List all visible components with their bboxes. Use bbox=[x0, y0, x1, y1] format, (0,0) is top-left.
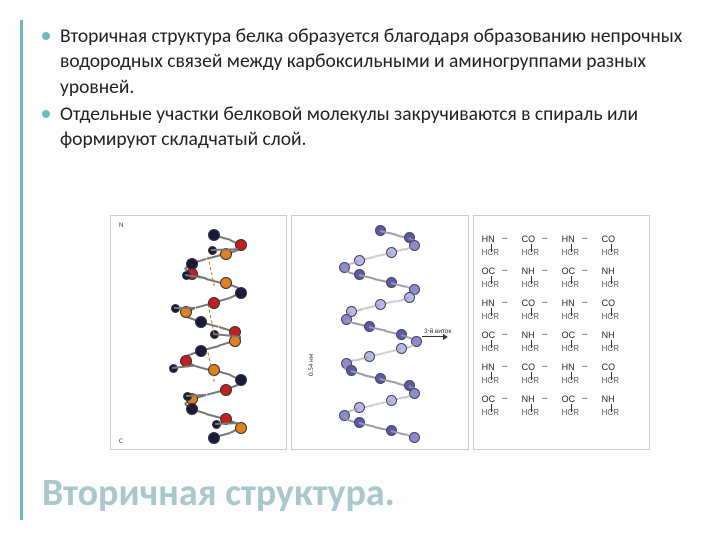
slide: Вторичная структура белка образуется бла… bbox=[0, 0, 720, 540]
bullet-item: Вторичная структура белка образуется бла… bbox=[42, 24, 690, 100]
slide-title: Вторичная структура. bbox=[42, 470, 395, 516]
bullet-item: Отдельные участки белковой молекулы закр… bbox=[42, 102, 690, 153]
content-area: Вторичная структура белка образуется бла… bbox=[42, 24, 690, 155]
helix-figure: 3-й виток0.54 нм bbox=[291, 215, 468, 450]
sheet-formula-figure: HNHCR····COHCR····HNHCR····COHCROCHCR···… bbox=[473, 215, 650, 450]
bullet-dot-icon bbox=[42, 32, 50, 40]
accent-bar bbox=[20, 20, 23, 520]
bullet-text: Вторичная структура белка образуется бла… bbox=[60, 24, 690, 100]
bullet-dot-icon bbox=[42, 110, 50, 118]
ballstick-figure: NC bbox=[110, 215, 287, 450]
bullet-text: Отдельные участки белковой молекулы закр… bbox=[60, 102, 690, 153]
diagram-row: NC 3-й виток0.54 нм HNHCR····COHCR····HN… bbox=[110, 215, 650, 450]
bullet-list: Вторичная структура белка образуется бла… bbox=[42, 24, 690, 153]
